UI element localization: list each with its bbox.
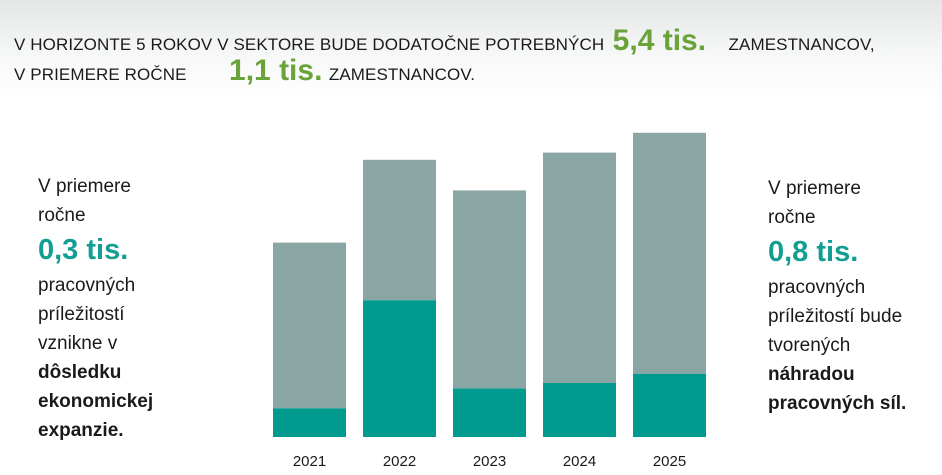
- left-note-bold-3: expanzie.: [38, 420, 124, 441]
- right-note: V priemere ročne 0,8 tis. pracovných prí…: [768, 174, 906, 418]
- headline-value-annual: 1,1 tis.: [229, 54, 323, 87]
- right-note-line-3: pracovných: [768, 277, 866, 298]
- headline-line-2: V PRIEMERE ROČNE 1,1 tis. ZAMESTNANCOV.: [14, 54, 475, 88]
- left-note-bold-2: ekonomickej: [38, 391, 154, 412]
- bar-2022-segment-1: [363, 300, 436, 437]
- bar-2023-segment-1: [453, 388, 526, 437]
- left-note: V priemere ročne 0,3 tis. pracovných prí…: [38, 172, 153, 445]
- right-note-value: 0,8 tis.: [768, 236, 859, 268]
- headline-text-1a: V HORIZONTE 5 ROKOV V SEKTORE BUDE DODAT…: [14, 35, 605, 54]
- headline-line-1: V HORIZONTE 5 ROKOV V SEKTORE BUDE DODAT…: [14, 24, 875, 58]
- x-tick-label-2023: 2023: [473, 453, 506, 470]
- x-tick-label-2024: 2024: [563, 453, 596, 470]
- left-note-line-2: ročne: [38, 205, 86, 226]
- bar-2025-segment-2: [633, 132, 706, 374]
- left-note-bold-1: dôsledku: [38, 362, 122, 383]
- left-note-line-3: pracovných: [38, 275, 136, 296]
- bar-2022-segment-2: [363, 159, 436, 301]
- x-tick-label-2021: 2021: [293, 453, 326, 470]
- bar-2021-segment-2: [273, 242, 346, 409]
- bar-2023-segment-2: [453, 190, 526, 389]
- x-tick-label-2025: 2025: [653, 453, 686, 470]
- left-note-line-5: vznikne v: [38, 333, 118, 354]
- bar-2025-segment-1: [633, 374, 706, 437]
- right-note-line-1: V priemere: [768, 178, 861, 199]
- bar-2024-segment-1: [543, 383, 616, 437]
- headline-text-1b: ZAMESTNANCOV,: [728, 35, 875, 54]
- bar-2024-segment-2: [543, 152, 616, 383]
- right-note-bold-2: pracovných síl.: [768, 393, 907, 414]
- left-note-value: 0,3 tis.: [38, 234, 129, 266]
- headline-value-total: 5,4 tis.: [612, 24, 707, 57]
- x-tick-label-2022: 2022: [383, 453, 416, 470]
- header-band: [0, 0, 942, 96]
- right-note-line-2: ročne: [768, 207, 816, 228]
- right-note-line-5: tvorených: [768, 335, 851, 356]
- bar-2021-segment-1: [273, 408, 346, 437]
- headline-text-2b: ZAMESTNANCOV.: [328, 65, 476, 84]
- left-note-line-1: V priemere: [38, 176, 131, 197]
- left-note-line-4: príležitostí: [38, 304, 125, 325]
- right-note-bold-1: náhradou: [768, 364, 855, 385]
- headline-text-2a: V PRIEMERE ROČNE: [14, 65, 187, 84]
- right-note-line-4: príležitostí bude: [768, 306, 903, 327]
